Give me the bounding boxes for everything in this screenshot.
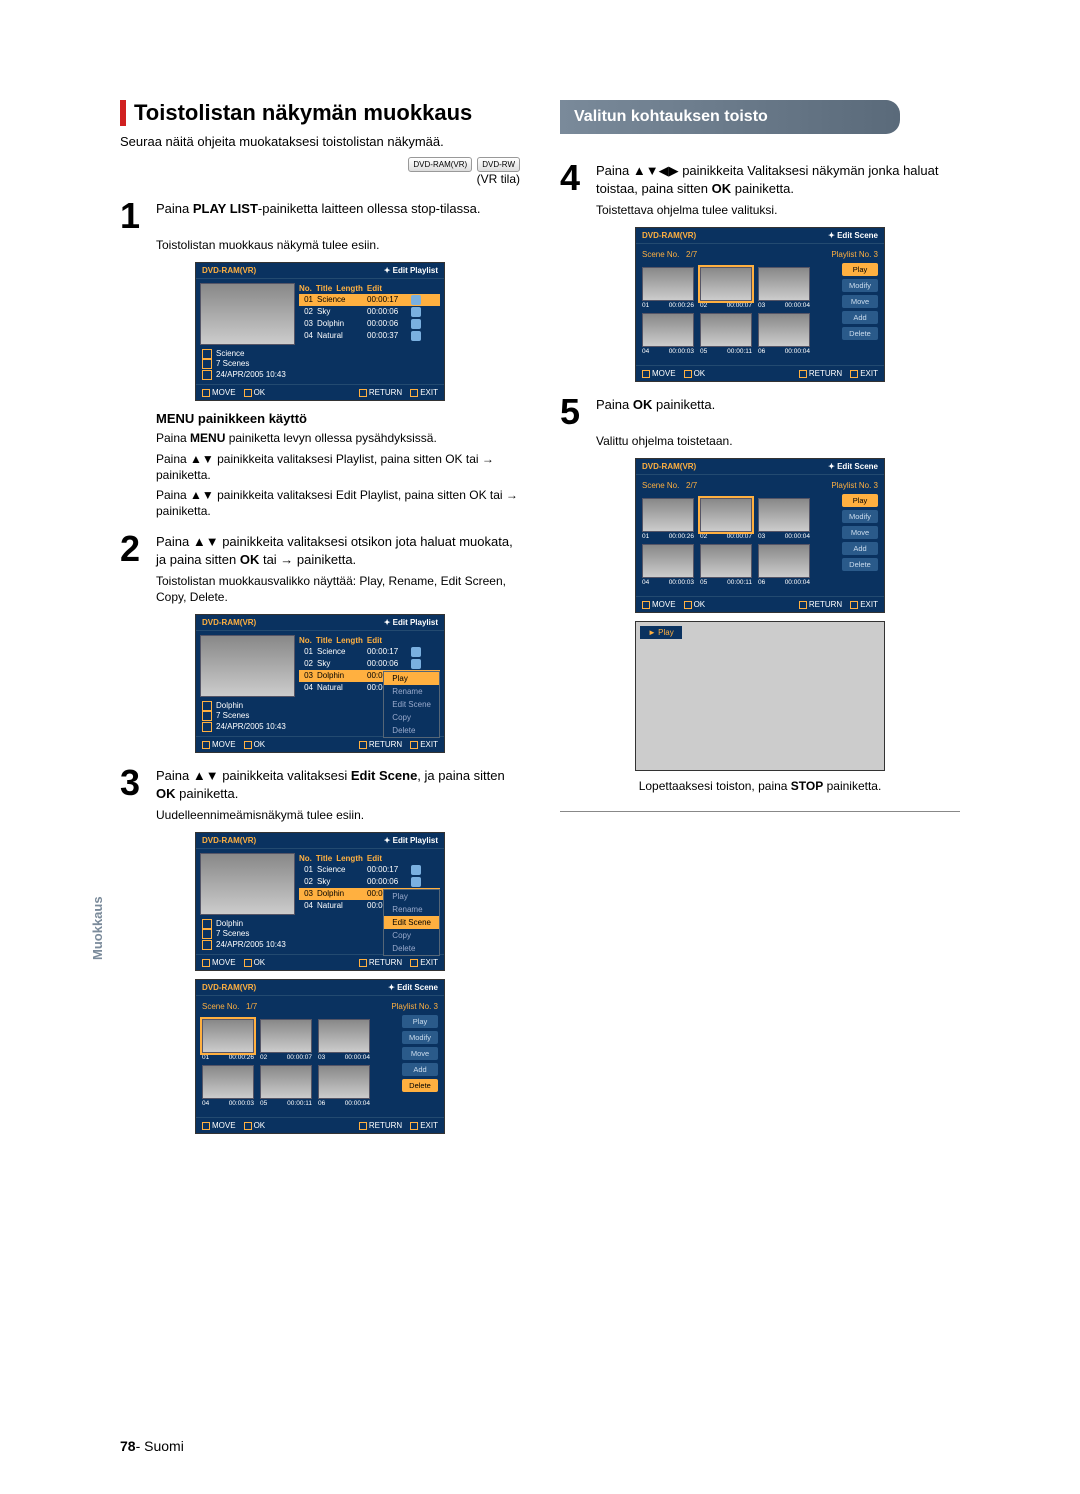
menu-heading: MENU painikkeen käyttö xyxy=(156,411,520,426)
page-footer: 78- Suomi xyxy=(120,1438,184,1454)
disc-badges: DVD-RAM(VR) DVD-RW xyxy=(120,157,520,172)
vr-mode-label: (VR tila) xyxy=(120,172,520,186)
osd-edit-scene-r1: DVD-RAM(VR) ✦ Edit Scene Scene No. 2/7 P… xyxy=(635,227,885,382)
step-5-note: Valittu ohjelma toistetaan. xyxy=(596,434,960,450)
step-2: 2 Paina ▲▼ painikkeita valitaksesi otsik… xyxy=(120,533,520,568)
step-4-note: Toistettava ohjelma tulee valituksi. xyxy=(596,203,960,219)
osd-context-menu: Play Rename Edit Scene Copy Delete xyxy=(383,671,440,738)
step-3-note: Uudelleennimeämisnäkymä tulee esiin. xyxy=(156,808,520,824)
osd-edit-scene-left: DVD-RAM(VR) ✦ Edit Scene Scene No. 1/7 P… xyxy=(195,979,445,1134)
osd-playlist-rows: No. Title Length Edit 01Science00:00:17 … xyxy=(299,283,440,345)
osd-scene-actions: Play Modify Move Add Delete xyxy=(402,1015,438,1111)
step-3: 3 Paina ▲▼ painikkeita valitaksesi Edit … xyxy=(120,767,520,802)
osd-play-screen: ► Play xyxy=(635,621,885,771)
step-4: 4 Paina ▲▼◀▶ painikkeita Valitaksesi näk… xyxy=(560,162,960,197)
osd-preview xyxy=(200,283,295,345)
dvd-rw-badge: DVD-RW xyxy=(477,157,520,172)
osd-edit-playlist-1: DVD-RAM(VR) ✦ Edit Playlist No. Title Le… xyxy=(195,262,445,402)
side-tab-label: Muokkaus xyxy=(90,896,105,960)
play-indicator: ► Play xyxy=(640,626,682,639)
section-title: Toistolistan näkymän muokkaus xyxy=(120,100,520,126)
stop-note: Lopettaaksesi toiston, paina STOP painik… xyxy=(560,779,960,793)
step-2-note: Toistolistan muokkausvalikko näyttää: Pl… xyxy=(156,574,520,605)
dvd-ram-badge: DVD-RAM(VR) xyxy=(408,157,472,172)
intro-text: Seuraa näitä ohjeita muokataksesi toisto… xyxy=(120,134,520,151)
osd-edit-playlist-2: DVD-RAM(VR) ✦ Edit Playlist No. Title Le… xyxy=(195,614,445,754)
divider xyxy=(560,811,960,812)
osd-context-menu-2: Play Rename Edit Scene Copy Delete xyxy=(383,889,440,956)
step-1-note: Toistolistan muokkaus näkymä tulee esiin… xyxy=(156,238,520,254)
osd-edit-playlist-3: DVD-RAM(VR) ✦ Edit Playlist No. Title Le… xyxy=(195,832,445,972)
osd-edit-scene-r2: DVD-RAM(VR) ✦ Edit Scene Scene No. 2/7 P… xyxy=(635,458,885,613)
step-5: 5 Paina OK painiketta. xyxy=(560,396,960,428)
step-number: 1 xyxy=(120,200,148,232)
subsection-banner: Valitun kohtauksen toisto xyxy=(560,100,900,134)
step-1: 1 Paina PLAY LIST-painiketta laitteen ol… xyxy=(120,200,520,232)
